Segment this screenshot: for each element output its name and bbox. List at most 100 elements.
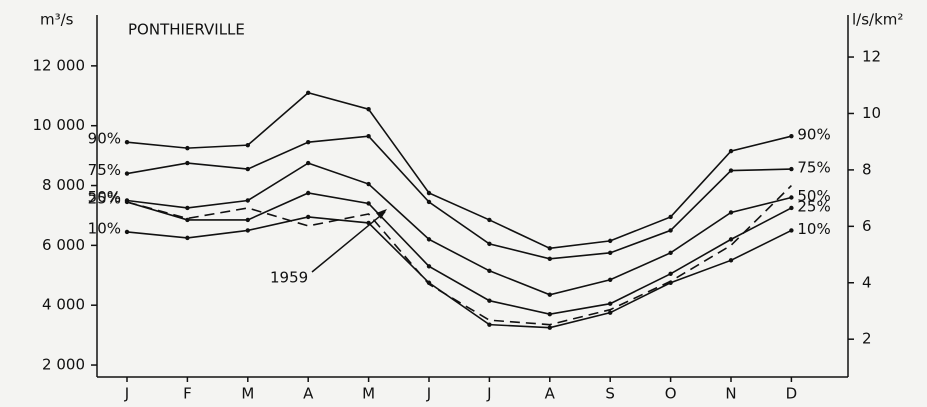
point: [426, 264, 432, 269]
annotation: 1959: [270, 269, 308, 287]
y2-tick-label: 10: [862, 104, 881, 122]
point: [185, 235, 190, 241]
point: [185, 205, 190, 211]
series-line: [126, 135, 792, 260]
x-tick-label: N: [725, 385, 736, 403]
series-line: [126, 162, 792, 296]
point: [728, 258, 734, 263]
series-label-left: 75%: [88, 161, 121, 179]
series-line: [126, 91, 792, 250]
series-label-left: 50%: [88, 188, 121, 206]
point: [789, 195, 794, 200]
point: [366, 133, 371, 139]
series-label-right: 25%: [797, 197, 830, 215]
point: [487, 268, 492, 273]
point: [245, 142, 250, 148]
x-tick-label: M: [362, 385, 375, 403]
point: [608, 277, 613, 282]
y2-tick-label: 8: [862, 160, 872, 178]
x-tick-label: D: [786, 385, 798, 403]
point: [124, 229, 130, 235]
series-label-left: 10%: [88, 219, 121, 237]
point: [124, 139, 130, 145]
point: [668, 271, 673, 276]
x-tick-label: O: [665, 385, 677, 403]
y-tick-label: 2 000: [42, 356, 85, 374]
point: [426, 190, 432, 196]
x-tick-label: M: [241, 385, 254, 403]
point: [306, 139, 311, 145]
y-tick-label: 4 000: [42, 296, 85, 314]
point: [306, 214, 311, 220]
point: [789, 133, 794, 139]
point: [789, 205, 794, 211]
y2-axis-label: l/s/km²: [852, 11, 903, 29]
point: [728, 148, 734, 154]
point: [306, 160, 311, 166]
point: [366, 181, 371, 187]
point: [547, 325, 552, 330]
point: [426, 237, 432, 242]
point: [245, 217, 250, 223]
point: [668, 228, 673, 233]
point: [668, 250, 673, 256]
point: [668, 214, 673, 220]
point: [487, 298, 492, 303]
y2-tick-label: 12: [862, 48, 881, 66]
series-line: [126, 184, 792, 326]
point: [547, 311, 552, 317]
point: [185, 160, 190, 166]
series-label-left: 25%: [88, 189, 121, 207]
y2-tick-label: 2: [862, 330, 872, 348]
point: [185, 145, 190, 151]
y-tick-label: 6 000: [42, 236, 85, 254]
point: [608, 301, 613, 306]
arrow-head: [376, 209, 387, 219]
y-tick-label: 12 000: [33, 56, 86, 74]
point: [426, 199, 432, 205]
point: [728, 168, 734, 173]
x-tick-label: J: [124, 385, 129, 403]
series-label-right: 50%: [797, 187, 830, 205]
x-tick-label: F: [183, 385, 192, 403]
y2-tick-label: 6: [862, 217, 872, 235]
x-tick-label: A: [545, 385, 556, 403]
point: [608, 310, 613, 315]
x-tick-label: A: [303, 385, 314, 403]
point: [245, 198, 250, 203]
point: [728, 210, 734, 215]
point: [789, 228, 794, 233]
series-label-right: 90%: [797, 126, 830, 144]
annotation-arrow: [311, 211, 386, 273]
point: [366, 107, 371, 112]
x-tick-label: J: [486, 385, 491, 403]
point: [547, 292, 552, 297]
point: [487, 322, 492, 327]
point: [487, 241, 492, 247]
y-tick-label: 10 000: [33, 116, 86, 134]
series-label-right: 10%: [797, 220, 830, 238]
point: [245, 228, 250, 233]
series-label-left: 90%: [88, 130, 121, 148]
point: [789, 166, 794, 172]
point: [306, 90, 311, 95]
chart-title: PONTHIERVILLE: [128, 21, 245, 39]
point: [608, 238, 613, 244]
y-axis-label: m³/s: [40, 11, 74, 29]
point: [366, 201, 371, 206]
series-line: [126, 216, 792, 329]
point: [306, 190, 311, 196]
point: [547, 256, 552, 262]
point: [366, 220, 371, 226]
series-line: [126, 192, 792, 315]
point: [608, 250, 613, 256]
x-tick-label: J: [426, 385, 431, 403]
x-tick-label: S: [605, 385, 615, 403]
point: [245, 166, 250, 172]
point: [547, 246, 552, 251]
y-tick-label: 8 000: [42, 176, 85, 194]
point: [487, 217, 492, 223]
y2-tick-label: 4: [862, 273, 872, 291]
point: [728, 237, 734, 242]
